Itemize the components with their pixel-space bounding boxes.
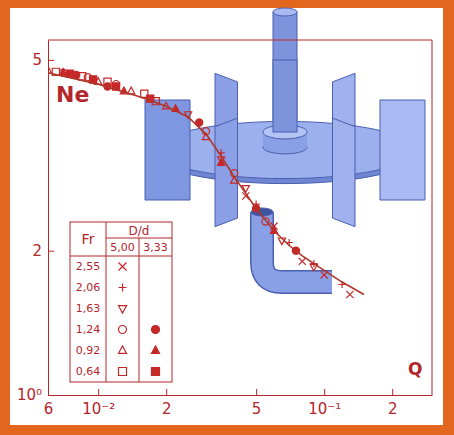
tick: 2 [162,389,172,418]
legend-column-label: 3,33 [143,241,168,254]
tick: 10⁻¹ [308,389,341,418]
tick: 10⁰ [17,386,54,404]
tick-mark [324,389,325,395]
tick-label: 5 [252,400,262,418]
legend-marker [152,346,160,353]
y-axis-title: Ne [56,82,89,107]
legend-marker [152,368,160,376]
legend-marker [119,326,127,334]
tick-mark [48,395,54,396]
tick-label: 10⁰ [17,386,42,404]
legend-table: Fr D/d 5,00 3,33 2,55 2,06 1,63 1,24 0,92 0,64 [70,222,172,382]
impeller-blade [333,118,356,227]
sparger [262,212,332,282]
legend-table-line [106,222,107,382]
legend-column-label: 5,00 [110,241,135,254]
axis-line [48,41,49,396]
tick-label: 5 [32,51,42,69]
legend-entry: 1,63 [76,302,101,315]
axis-line [49,395,433,396]
legend-entry: 2,55 [76,260,101,273]
impeller-blade [380,100,425,200]
tick-mark [48,251,54,252]
data-point [60,69,67,76]
legend-table-line [70,256,172,257]
legend-marker [119,346,127,353]
tick-label: 2 [32,242,42,260]
data-point [66,70,73,77]
orange-frame [0,0,454,435]
data-point [104,78,111,85]
tick-mark [48,60,54,61]
tick: 5 [252,389,262,418]
data-point [346,291,353,298]
tick: 2 [388,389,398,418]
tick: 5 [32,51,54,69]
impeller-blade [215,118,238,227]
panel-background [10,8,443,425]
legend-table-line [139,238,140,382]
tick: 10⁻² [82,389,115,418]
data-point [299,258,306,265]
data-point [79,73,86,80]
tick-mark [392,389,393,395]
tick-mark [166,389,167,395]
legend-group-title: D/d [129,224,150,238]
legend-title: Fr [82,231,95,247]
tick-label: 10⁻¹ [308,400,341,418]
impeller-shaft-top [273,8,297,16]
legend-marker [119,306,127,313]
legend-marker [119,284,127,292]
legend-marker [119,368,127,376]
impeller-shaft-lower [273,60,297,132]
legend-entry: 0,92 [76,344,101,357]
tick-label: 2 [162,400,172,418]
curve [48,73,364,295]
y-axis: 10⁰ 2 5 [17,41,54,405]
plot-frame [48,40,432,395]
tick-label: 6 [44,400,54,418]
legend-entry: 2,06 [76,281,101,294]
legend-box [70,222,172,382]
legend-marker [152,326,160,334]
x-axis-title: Q [408,359,422,379]
legend-entry: 1,24 [76,323,101,336]
tick-mark [256,389,257,395]
sparger-outline [262,212,332,282]
tick-mark [98,389,99,395]
x-axis: 6 10⁻² 2 5 10⁻¹ 2 [44,389,433,418]
legend-entry: 0,64 [76,365,101,378]
tick-label: 10⁻² [82,400,115,418]
plot-area [48,66,364,298]
tick: 2 [32,242,54,260]
legend-marker [119,263,127,271]
chart: 6 10⁻² 2 5 10⁻¹ 2 10⁰ 2 5 Fr D/d 5,00 3,33 2,55 2,06 1,… [0,0,454,435]
tick-label: 2 [388,400,398,418]
impeller-shaft [273,12,297,148]
